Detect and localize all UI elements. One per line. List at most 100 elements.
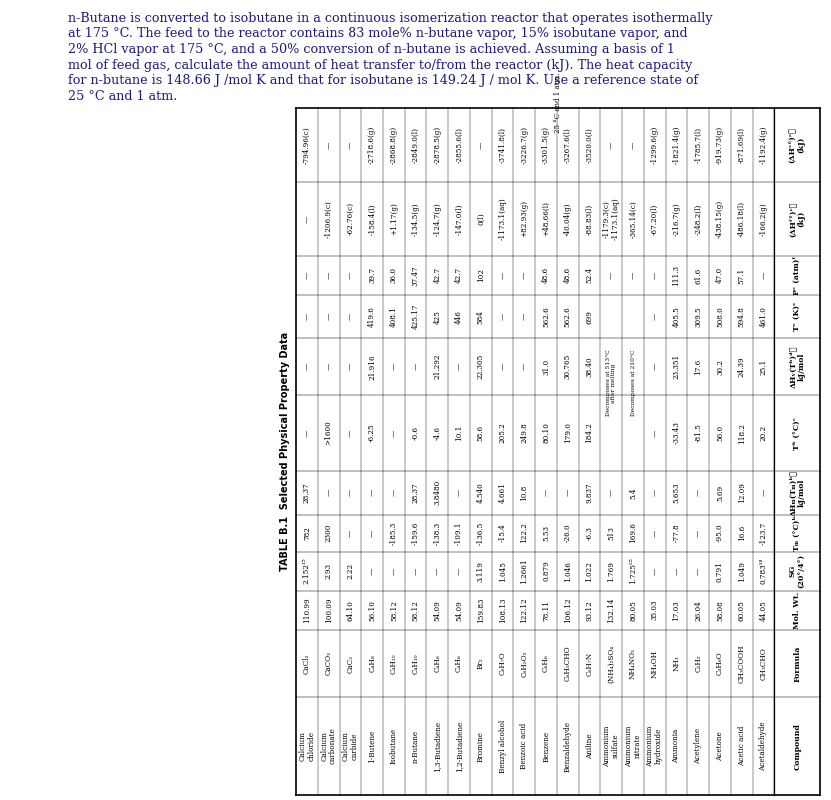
Text: CaC₂: CaC₂	[347, 654, 354, 673]
Text: CaCl₂: CaCl₂	[303, 654, 311, 674]
Text: -81.5: -81.5	[694, 424, 702, 442]
Text: (ΔHᶜ°)ᶝⲝ
(kJ): (ΔHᶜ°)ᶝⲝ (kJ)	[789, 127, 805, 163]
Text: ΔHₘ(Tₘ)ᵇⲝ
kJ/mol: ΔHₘ(Tₘ)ᵇⲝ kJ/mol	[789, 470, 805, 516]
Text: 54.09: 54.09	[455, 600, 463, 621]
Text: Formula: Formula	[793, 646, 801, 682]
Text: —: —	[694, 489, 702, 497]
Text: —: —	[347, 313, 354, 320]
Text: C₃H₆O: C₃H₆O	[716, 652, 724, 675]
Text: —: —	[499, 313, 507, 320]
Text: —: —	[347, 530, 354, 537]
Text: 39.7: 39.7	[368, 267, 376, 283]
Text: 61.6: 61.6	[694, 267, 702, 283]
Text: Tᵇ (°C)ᶜ: Tᵇ (°C)ᶜ	[793, 417, 801, 450]
Text: —: —	[347, 272, 354, 279]
Text: +82.93(g): +82.93(g)	[520, 200, 529, 238]
Text: —: —	[347, 430, 354, 437]
Text: 56.0: 56.0	[716, 425, 724, 441]
Text: -871.69(l): -871.69(l)	[738, 127, 745, 163]
Text: —: —	[520, 272, 529, 279]
Text: 42.7: 42.7	[434, 267, 441, 283]
Text: -26.0: -26.0	[563, 524, 572, 542]
Text: 5.653: 5.653	[672, 482, 681, 503]
Text: Benzene: Benzene	[542, 730, 550, 762]
Text: 0(l): 0(l)	[477, 213, 484, 226]
Text: -0.6: -0.6	[411, 426, 420, 440]
Text: 562.6: 562.6	[542, 306, 550, 327]
Text: 508.0: 508.0	[716, 306, 724, 327]
Text: -2855.6(l): -2855.6(l)	[455, 127, 463, 163]
Text: 78.11: 78.11	[542, 600, 550, 621]
Text: -67.20(l): -67.20(l)	[651, 203, 659, 234]
Text: 584: 584	[477, 310, 484, 324]
Text: C₆H₅O₂: C₆H₅O₂	[520, 650, 529, 677]
Text: -77.8: -77.8	[672, 524, 681, 542]
Text: 122.12: 122.12	[520, 598, 529, 623]
Text: TABLE B.1  Selected Physical Property Data: TABLE B.1 Selected Physical Property Dat…	[280, 332, 290, 571]
Text: 122.2: 122.2	[520, 522, 529, 543]
Text: 110.99: 110.99	[303, 598, 311, 623]
Text: -15.4: -15.4	[499, 524, 507, 542]
Text: —: —	[411, 363, 420, 370]
Text: 26.04: 26.04	[694, 600, 702, 621]
Text: 249.8: 249.8	[520, 422, 529, 443]
Text: -248.2(l): -248.2(l)	[694, 203, 702, 234]
Text: -123.7: -123.7	[760, 522, 768, 545]
Text: 5.4: 5.4	[629, 487, 637, 498]
Text: NH₄OH: NH₄OH	[651, 650, 659, 678]
Text: Benzaldehyde: Benzaldehyde	[563, 721, 572, 772]
Text: 93.12: 93.12	[586, 600, 593, 621]
Text: 1.045: 1.045	[499, 561, 507, 582]
Text: 12.09: 12.09	[738, 482, 745, 503]
Text: —: —	[303, 363, 311, 370]
Text: 80.10: 80.10	[542, 422, 550, 443]
Text: -794.96(c): -794.96(c)	[303, 126, 311, 164]
Text: 205.2: 205.2	[499, 422, 507, 443]
Text: —: —	[325, 363, 332, 370]
Text: n-Butane is converted to isobutane in a continuous isomerization reactor that op: n-Butane is converted to isobutane in a …	[68, 12, 713, 25]
Text: CH₃COOH: CH₃COOH	[738, 644, 745, 682]
Text: 1.769: 1.769	[607, 561, 615, 582]
Text: 3.8480: 3.8480	[434, 480, 441, 506]
Text: 4.540: 4.540	[477, 482, 484, 503]
Text: (ΔHᶠ°)ᶝⲝ
(kJ): (ΔHᶠ°)ᶝⲝ (kJ)	[789, 201, 805, 237]
Text: 64.10: 64.10	[347, 600, 354, 621]
Text: -3226.7(g): -3226.7(g)	[520, 126, 529, 164]
Text: —: —	[520, 313, 529, 320]
Text: —: —	[607, 489, 615, 497]
Text: 23.351: 23.351	[672, 354, 681, 379]
Text: 36.0: 36.0	[390, 267, 398, 283]
Text: 60.05: 60.05	[738, 600, 745, 621]
Text: 17.6: 17.6	[694, 358, 702, 375]
Text: —: —	[651, 313, 659, 320]
Text: 169.6: 169.6	[629, 522, 637, 543]
Text: Benzyl alcohol: Benzyl alcohol	[499, 719, 507, 773]
Text: 1.049: 1.049	[738, 561, 745, 582]
Text: SG
(20°/4°): SG (20°/4°)	[789, 554, 805, 588]
Text: —: —	[760, 272, 768, 279]
Text: —: —	[411, 567, 420, 574]
Text: 513: 513	[607, 526, 615, 540]
Text: 408.1: 408.1	[390, 306, 398, 327]
Text: -124.7(g): -124.7(g)	[434, 202, 441, 236]
Text: —: —	[325, 313, 332, 320]
Text: -1206.9(c): -1206.9(c)	[325, 200, 332, 238]
Text: ΔHᵥ(Tᵇ)ᵈⲝ
kJ/mol: ΔHᵥ(Tᵇ)ᵈⲝ kJ/mol	[789, 346, 805, 388]
Text: -216.7(g): -216.7(g)	[672, 202, 681, 236]
Text: -486.18(l): -486.18(l)	[738, 201, 745, 237]
Text: 2300: 2300	[325, 524, 332, 542]
Text: -1299.6(g): -1299.6(g)	[651, 126, 659, 164]
Text: 24.39: 24.39	[738, 356, 745, 377]
Text: Benzoic acid: Benzoic acid	[520, 723, 529, 770]
Text: 25.1: 25.1	[760, 358, 768, 375]
Text: n-Butane: n-Butane	[411, 730, 420, 762]
Text: -134.5(g): -134.5(g)	[411, 202, 420, 236]
Text: C₄H₆: C₄H₆	[434, 654, 441, 672]
Text: 28.37: 28.37	[411, 482, 420, 503]
Text: 1.022: 1.022	[586, 561, 593, 582]
Text: Tₘ (°C)ᵇ: Tₘ (°C)ᵇ	[793, 515, 801, 550]
Text: 54.09: 54.09	[434, 600, 441, 621]
Text: CaCO₃: CaCO₃	[325, 651, 332, 675]
Text: -2868.8(g): -2868.8(g)	[390, 126, 398, 164]
Text: (NH₄)₂SO₄: (NH₄)₂SO₄	[607, 645, 615, 682]
